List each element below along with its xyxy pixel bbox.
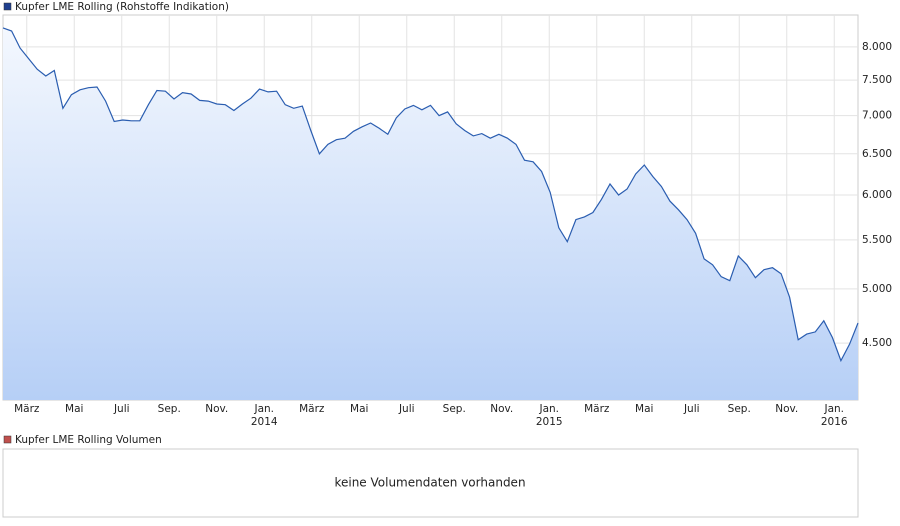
x-tick-label: Mai bbox=[350, 403, 368, 415]
y-tick-label: 5.500 bbox=[862, 234, 892, 246]
x-tick-label: März bbox=[14, 403, 40, 415]
x-tick-label: Jan. bbox=[253, 403, 274, 415]
no-data-message: keine Volumendaten vorhanden bbox=[334, 476, 525, 490]
x-tick-label: März bbox=[584, 403, 610, 415]
x-year-label: 2015 bbox=[536, 416, 563, 428]
x-tick-label: Mai bbox=[65, 403, 83, 415]
x-tick-label: Juli bbox=[113, 403, 130, 415]
x-tick-label: Mai bbox=[635, 403, 653, 415]
x-year-label: 2016 bbox=[821, 416, 848, 428]
x-tick-label: Sep. bbox=[158, 403, 181, 415]
area bbox=[3, 27, 858, 401]
x-tick-label: Juli bbox=[398, 403, 415, 415]
line bbox=[2, 27, 859, 363]
legend-label: Kupfer LME Rolling Volumen bbox=[15, 434, 162, 446]
volume-panel bbox=[2, 448, 859, 518]
y-tick-label: 6.000 bbox=[862, 189, 892, 201]
legend-label: Kupfer LME Rolling (Rohstoffe Indikation… bbox=[15, 1, 229, 13]
x-tick-label: Nov. bbox=[775, 403, 798, 415]
y-tick-label: 7.000 bbox=[862, 110, 892, 122]
x-tick-label: Jan. bbox=[823, 403, 844, 415]
x-tick-label: Nov. bbox=[490, 403, 513, 415]
legend-swatch bbox=[3, 2, 12, 11]
y-tick-label: 5.000 bbox=[862, 283, 892, 295]
x-tick-label: Sep. bbox=[443, 403, 466, 415]
x-tick-label: Sep. bbox=[728, 403, 751, 415]
x-tick-label: Nov. bbox=[205, 403, 228, 415]
y-tick-label: 7.500 bbox=[862, 74, 892, 86]
x-tick-label: Juli bbox=[683, 403, 700, 415]
x-tick-label: Jan. bbox=[538, 403, 559, 415]
y-tick-label: 8.000 bbox=[862, 41, 892, 53]
x-year-label: 2014 bbox=[251, 416, 278, 428]
x-tick-label: März bbox=[299, 403, 325, 415]
legend-swatch bbox=[3, 435, 12, 444]
y-tick-label: 6.500 bbox=[862, 148, 892, 160]
y-tick-label: 4.500 bbox=[862, 337, 892, 349]
